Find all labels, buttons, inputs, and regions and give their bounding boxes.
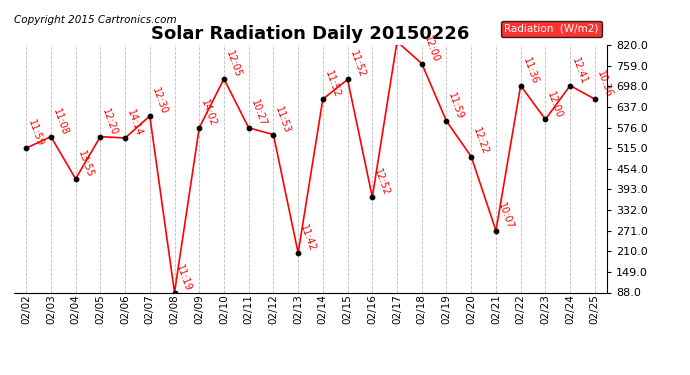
Text: 13:55: 13:55: [76, 149, 95, 179]
Text: 12:52: 12:52: [373, 167, 391, 197]
Title: Solar Radiation Daily 20150226: Solar Radiation Daily 20150226: [151, 26, 470, 44]
Point: [540, 116, 551, 122]
Text: 11:08: 11:08: [51, 107, 70, 136]
Text: 10:27: 10:27: [248, 98, 268, 128]
Point: [169, 290, 180, 296]
Point: [119, 135, 130, 141]
Text: 14:14: 14:14: [125, 108, 144, 138]
Text: 11:52: 11:52: [348, 50, 366, 80]
Text: 12:22: 12:22: [471, 127, 490, 157]
Point: [342, 76, 353, 82]
Point: [589, 96, 600, 102]
Text: 11:59: 11:59: [26, 118, 45, 148]
Point: [21, 145, 32, 151]
Point: [466, 154, 477, 160]
Point: [70, 176, 81, 182]
Text: 12:14: 12:14: [0, 374, 1, 375]
Point: [416, 61, 427, 67]
Point: [441, 118, 452, 124]
Point: [317, 96, 328, 102]
Text: 11:53: 11:53: [273, 105, 293, 135]
Point: [95, 134, 106, 140]
Point: [268, 132, 279, 138]
Text: 12:41: 12:41: [570, 56, 589, 86]
Point: [491, 228, 502, 234]
Text: 12:30: 12:30: [150, 86, 169, 116]
Legend: Radiation  (W/m2): Radiation (W/m2): [502, 21, 602, 37]
Text: 10:07: 10:07: [496, 201, 515, 231]
Point: [293, 250, 304, 256]
Text: 10:36: 10:36: [595, 70, 613, 99]
Point: [564, 82, 575, 88]
Text: 11:52: 11:52: [323, 69, 342, 99]
Point: [391, 39, 402, 45]
Text: 12:05: 12:05: [224, 49, 243, 79]
Point: [243, 125, 254, 131]
Text: 12:00: 12:00: [422, 34, 441, 64]
Text: 11:59: 11:59: [446, 92, 466, 121]
Text: 14:02: 14:02: [199, 98, 218, 128]
Text: 12:20: 12:20: [100, 107, 119, 136]
Point: [367, 194, 378, 200]
Point: [194, 125, 205, 131]
Point: [219, 76, 230, 82]
Point: [515, 82, 526, 88]
Point: [144, 113, 155, 119]
Point: [46, 134, 57, 140]
Text: 11:42: 11:42: [298, 224, 317, 253]
Text: 11:36: 11:36: [521, 56, 540, 86]
Text: Copyright 2015 Cartronics.com: Copyright 2015 Cartronics.com: [14, 15, 177, 25]
Text: 12:00: 12:00: [545, 90, 564, 119]
Text: 11:19: 11:19: [175, 263, 193, 292]
